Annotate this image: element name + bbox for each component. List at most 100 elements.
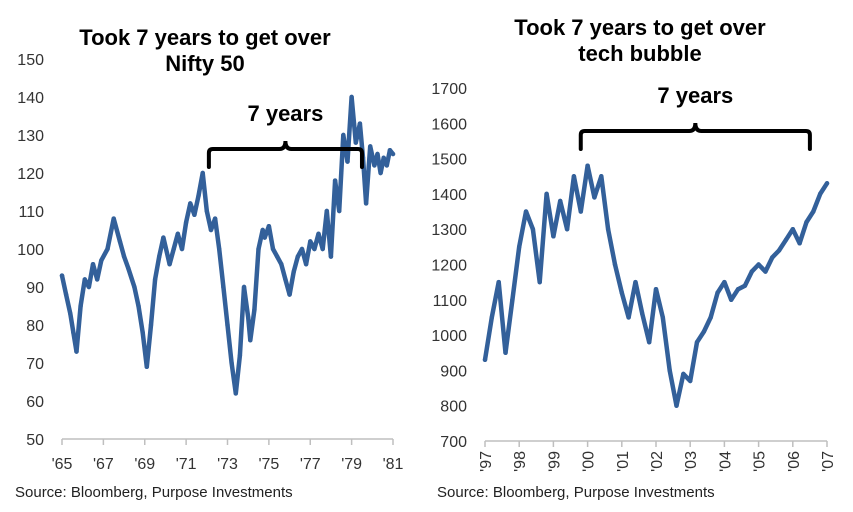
data-point (167, 262, 172, 267)
data-point (357, 121, 363, 126)
x-tick-label: '98 (512, 451, 529, 472)
data-point (742, 283, 748, 288)
chart-panel-tech: Took 7 years to get over tech bubble 700… (425, 0, 853, 512)
y-tick-label: 150 (17, 52, 44, 69)
data-point (708, 315, 713, 320)
data-point (179, 246, 185, 252)
data-point (372, 163, 377, 168)
data-point (237, 353, 243, 358)
x-tick-label: '69 (134, 456, 155, 473)
data-point (204, 208, 210, 214)
chart-title-line-1: Took 7 years to get over (514, 15, 766, 40)
data-point (558, 198, 563, 204)
data-point (729, 297, 734, 302)
data-point (196, 193, 201, 198)
data-point (221, 284, 226, 290)
data-point (390, 151, 396, 157)
data-point (384, 163, 389, 168)
data-point (571, 174, 577, 179)
data-point (63, 292, 69, 297)
data-point (78, 303, 83, 309)
data-point (817, 191, 823, 197)
data-point (363, 201, 369, 206)
series-line (59, 94, 396, 396)
data-point (208, 227, 214, 233)
data-point (295, 254, 301, 259)
data-point (188, 201, 193, 206)
bracket-annotation (206, 140, 364, 169)
data-point (324, 208, 329, 214)
data-point (274, 254, 280, 259)
data-point (489, 315, 495, 320)
x-tick-label: '75 (258, 456, 279, 473)
data-point (212, 216, 218, 221)
bracket-label: 7 years (247, 101, 323, 126)
data-point (270, 246, 276, 252)
y-tick-label: 100 (17, 242, 44, 259)
chart-title-line-2: tech bubble (578, 41, 702, 66)
chart-panel-nifty: Took 7 years to get over Nifty 50 50 60 70… (0, 0, 425, 512)
y-tick-label: 1300 (431, 222, 467, 239)
y-tick-label: 70 (26, 356, 44, 373)
data-point (161, 235, 166, 240)
data-point (175, 231, 181, 236)
data-point (68, 311, 73, 316)
x-tick-label: '02 (649, 451, 666, 472)
data-point (291, 269, 296, 274)
data-point (260, 227, 265, 233)
x-tick-label: '77 (300, 456, 321, 473)
data-point (229, 360, 234, 366)
data-point (496, 279, 501, 285)
data-point (90, 262, 96, 267)
data-point (653, 287, 659, 292)
y-tick-label: 1000 (431, 328, 467, 345)
chart-title: Took 7 years to get over tech bubble (465, 15, 815, 67)
y-tick-label: 80 (26, 318, 44, 335)
data-point (783, 237, 789, 242)
data-point (722, 279, 727, 285)
line-chart-tech: 700 800 900 1000 1100 1200 1300 1400 1500 1600 170… (431, 81, 837, 472)
data-point (192, 212, 197, 217)
y-tick-label: 90 (26, 280, 44, 297)
data-point (105, 246, 110, 252)
y-tick-label: 1100 (433, 293, 468, 310)
data-point (328, 254, 334, 259)
y-tick-label: 1600 (431, 116, 467, 133)
data-point (776, 248, 782, 253)
data-point (245, 315, 251, 320)
data-point (136, 303, 141, 309)
chart-title-line-1: Took 7 years to get over (79, 25, 331, 50)
data-point (482, 357, 488, 363)
data-point (82, 277, 87, 282)
x-tick-label: '81 (383, 456, 404, 473)
data-point (544, 191, 549, 197)
x-tick-label: '65 (52, 456, 73, 473)
data-point (578, 209, 583, 214)
data-point (233, 391, 238, 396)
data-point (564, 227, 570, 232)
data-point (148, 322, 154, 328)
data-point (171, 246, 176, 252)
data-point (345, 159, 350, 164)
x-tick-label: '97 (478, 451, 495, 472)
data-point (701, 329, 707, 334)
data-point (320, 246, 325, 252)
data-point (551, 234, 556, 239)
data-point (368, 144, 373, 149)
data-point (770, 255, 775, 260)
x-tick-label: '01 (615, 451, 632, 472)
data-point (308, 239, 313, 244)
data-point (694, 339, 700, 345)
data-point (715, 290, 720, 295)
data-point (824, 181, 830, 186)
data-point (797, 241, 802, 246)
data-point (217, 246, 222, 252)
data-point (640, 311, 645, 317)
data-point (157, 254, 162, 259)
data-point (126, 265, 131, 271)
data-point (735, 287, 741, 292)
data-point (523, 209, 529, 214)
data-point (225, 322, 230, 328)
y-tick-label: 140 (17, 90, 44, 107)
data-point (756, 262, 761, 267)
